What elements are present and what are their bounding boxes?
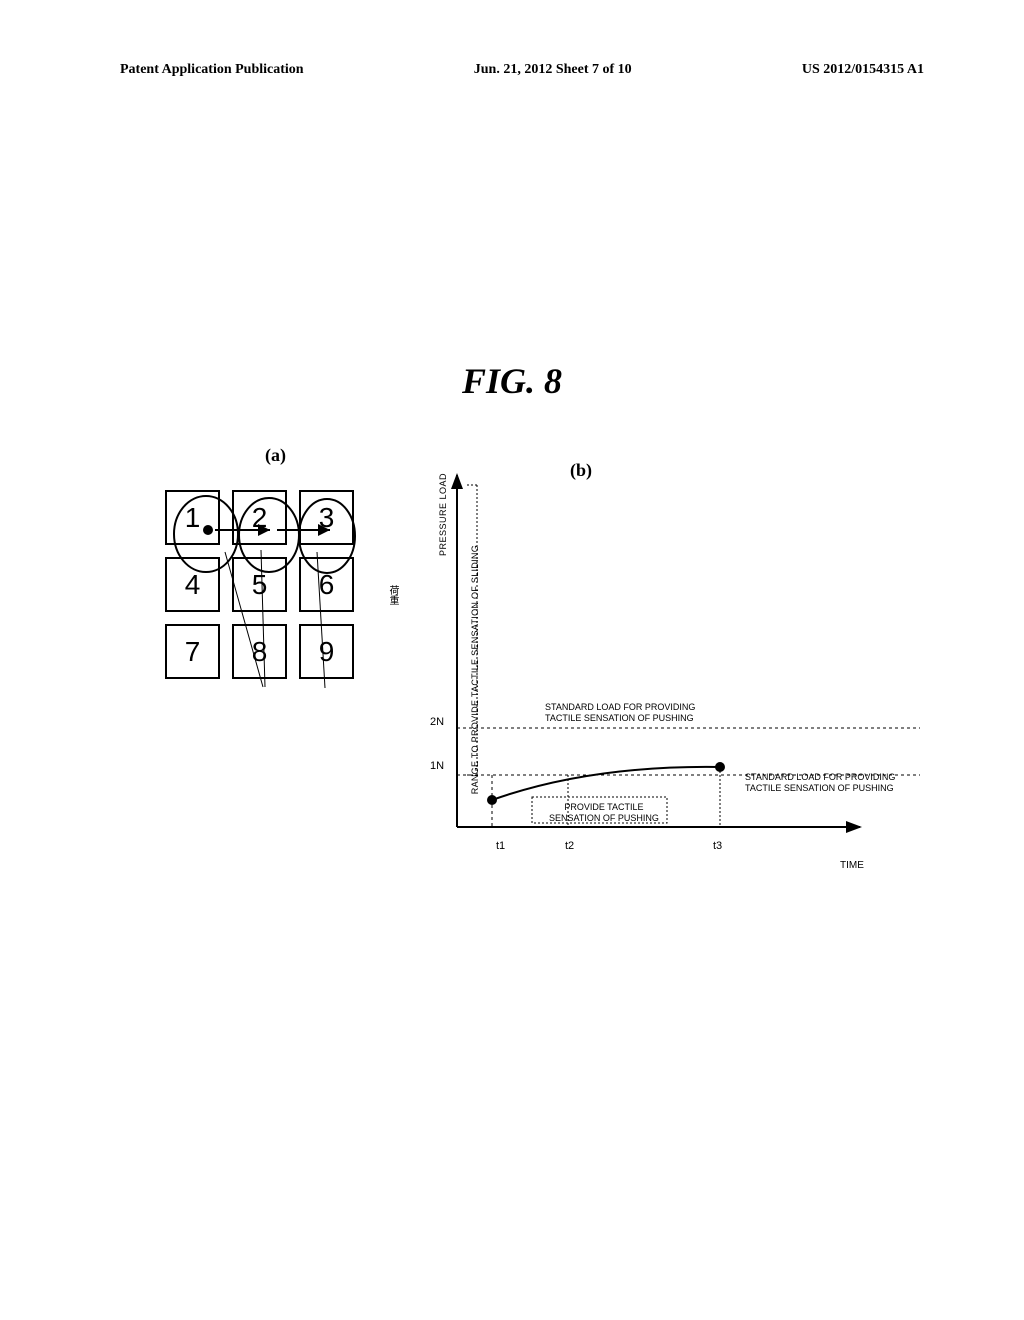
keypad-key-2: 2	[232, 490, 287, 545]
chart-svg	[420, 475, 930, 865]
xtick-t3: t3	[713, 840, 722, 852]
page-header: Patent Application Publication Jun. 21, …	[120, 62, 924, 78]
keypad-key-6: 6	[299, 557, 354, 612]
keypad-key-3: 3	[299, 490, 354, 545]
keypad-key-9: 9	[299, 624, 354, 679]
ytick-1n: 1N	[430, 760, 444, 772]
panel-b-chart	[420, 475, 930, 870]
ytick-2n: 2N	[430, 716, 444, 728]
xtick-t2: t2	[565, 840, 574, 852]
figure-title: FIG. 8	[0, 360, 1024, 402]
keypad-key-7: 7	[165, 624, 220, 679]
cjk-load-label: 荷重	[385, 585, 400, 605]
load-text-upper: STANDARD LOAD FOR PROVIDINGTACTILE SENSA…	[545, 702, 695, 724]
panel-a-label: (a)	[265, 445, 286, 466]
range-label: RANGE TO PROVIDE TACTILE SENSATION OF SL…	[470, 545, 480, 794]
load-text-lower: STANDARD LOAD FOR PROVIDINGTACTILE SENSA…	[745, 772, 895, 794]
keypad-key-5: 5	[232, 557, 287, 612]
keypad-key-8: 8	[232, 624, 287, 679]
keypad-key-4: 4	[165, 557, 220, 612]
header-center: Jun. 21, 2012 Sheet 7 of 10	[474, 62, 632, 78]
x-axis-label: TIME	[840, 860, 864, 871]
header-left: Patent Application Publication	[120, 62, 304, 78]
xtick-t1: t1	[496, 840, 505, 852]
y-axis-label: PRESSURE LOAD	[438, 473, 448, 556]
header-right: US 2012/0154315 A1	[802, 62, 924, 78]
provide-tactile-box: PROVIDE TACTILESENSATION OF PUSHING	[545, 800, 663, 826]
keypad-key-1: 1	[165, 490, 220, 545]
